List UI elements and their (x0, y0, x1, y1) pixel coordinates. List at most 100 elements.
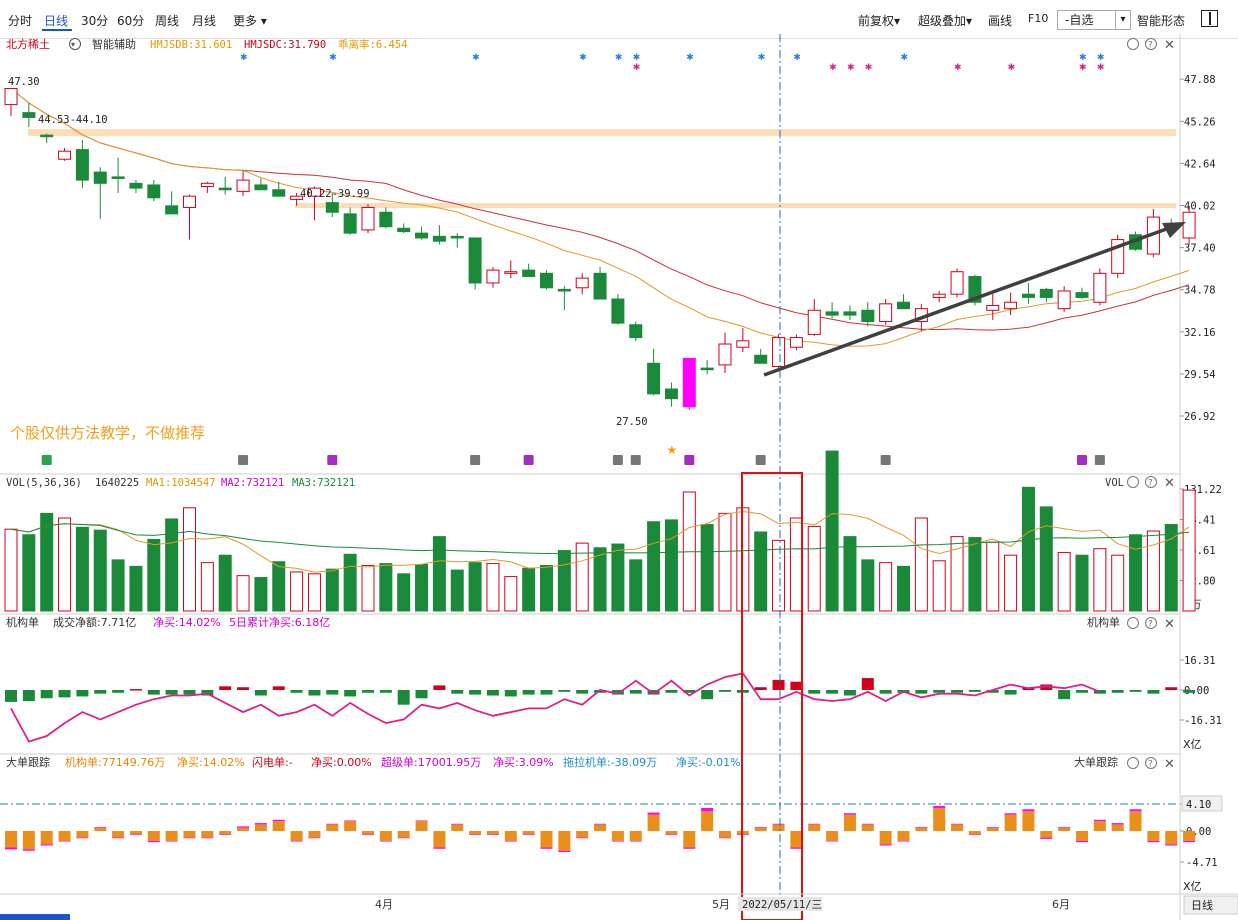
event-icon[interactable] (1077, 455, 1087, 465)
big-order-bar (611, 831, 624, 842)
inst-net-bar (201, 690, 214, 696)
inst-buy: 净买:14.02% (153, 615, 221, 629)
volume-bar (986, 541, 1000, 612)
qianfuquan-dropdown[interactable]: 前复权▾ (858, 12, 900, 29)
event-icon[interactable] (630, 455, 641, 465)
event-icon[interactable] (880, 455, 891, 465)
volume-bar (522, 567, 536, 612)
event-icon[interactable] (612, 455, 623, 465)
volume-bar (897, 565, 910, 612)
big-order-bar (683, 831, 696, 849)
event-icon[interactable] (238, 455, 249, 465)
volume-bar (950, 536, 964, 612)
settings-icon[interactable] (1127, 476, 1139, 488)
active-tab-underline (42, 29, 72, 31)
watchlist-select[interactable]: -自选 ▾ (1057, 10, 1131, 30)
big-title: 大单跟踪 (6, 755, 50, 769)
volume-bar (647, 521, 661, 612)
big-order-bar (362, 831, 374, 835)
overlay-label: 超级叠加 (918, 14, 967, 28)
help-icon[interactable] (1145, 617, 1157, 629)
settings-icon[interactable] (1127, 617, 1139, 629)
big-order-bar (558, 831, 571, 853)
overlay-dropdown[interactable]: 超级叠加▾ (918, 12, 972, 29)
big-order-bar (415, 820, 428, 831)
tab-rixian[interactable]: 日线 (44, 14, 69, 28)
big-order-bar (790, 831, 803, 849)
event-icon[interactable] (470, 455, 481, 465)
event-icon[interactable] (327, 455, 338, 465)
smart-pattern-button[interactable]: 智能形态 (1137, 14, 1186, 28)
big-order-bar (165, 831, 178, 842)
volume-bar (432, 536, 446, 612)
inst-net-bar (469, 690, 482, 695)
vol-ma2: MA2:732121 (221, 477, 284, 489)
more-menu[interactable]: 更多 ▾ (233, 12, 267, 29)
inst-net-bar (594, 690, 607, 693)
inst-panel-controls: ? ✕ (1127, 617, 1175, 632)
layout-toggle-icon[interactable] (1201, 10, 1218, 27)
close-icon[interactable]: ✕ (1164, 476, 1175, 491)
big-order-bar (112, 831, 125, 839)
inst-net-bar (701, 690, 714, 700)
big-panel-controls: ? ✕ (1127, 757, 1175, 772)
help-icon[interactable] (1145, 757, 1157, 769)
smart-assist-label[interactable]: 智能辅助 (92, 37, 136, 51)
f10-button[interactable]: F10 (1028, 12, 1049, 25)
volume-bar (129, 565, 143, 612)
close-icon[interactable]: ✕ (1164, 757, 1175, 772)
candle (307, 186, 321, 221)
candle (897, 294, 910, 310)
big-order-bar (237, 826, 250, 831)
candle (986, 294, 1000, 320)
tab-60min[interactable]: 60分 (117, 14, 145, 28)
inst-net-bar (683, 690, 696, 693)
inst-net-bar (504, 690, 517, 697)
divergence-value: 乖离率:6.454 (338, 38, 407, 51)
volume-bar (611, 543, 625, 612)
magenta-star-marker: ✱ (1097, 63, 1105, 73)
volume-bar (22, 534, 36, 612)
candle (1182, 205, 1196, 245)
inst-net-bar (219, 686, 232, 690)
close-icon[interactable]: ✕ (1164, 38, 1175, 53)
draw-line-button[interactable]: 画线 (988, 14, 1013, 28)
chevron-down-icon: ▾ (71, 40, 75, 49)
signal-markers: ✱ ✱ ✱ ✱ ✱ ✱ ✱ ✱ ✱ ✱ ✱ ✱✱ ✱ ✱ ✱ ✱ ✱ ✱ ✱ (240, 53, 1104, 73)
tab-monthly[interactable]: 月线 (192, 14, 217, 28)
event-icon[interactable] (684, 455, 695, 465)
big-order-bar (469, 831, 482, 835)
hmjsdb-value: HMJSDB:31.601 (150, 39, 232, 51)
tab-30min[interactable]: 30分 (81, 14, 109, 28)
event-icon[interactable] (1094, 455, 1105, 465)
big-order-bar (1129, 809, 1142, 831)
volume-bar (200, 562, 214, 612)
inst-net-bar (986, 690, 999, 693)
big-order-bar (1004, 813, 1017, 831)
period-box[interactable] (1183, 895, 1238, 915)
candle (843, 305, 857, 320)
big-order-bar (1147, 831, 1160, 843)
magenta-star-marker: ✱ (865, 63, 873, 73)
blue-star-marker: ✱ (1079, 53, 1087, 63)
settings-icon[interactable] (1127, 38, 1139, 50)
big-order-bar (594, 823, 607, 831)
dropdown-circle-icon[interactable] (69, 38, 81, 50)
tab-fenshi[interactable]: 分时 (8, 14, 33, 28)
blue-star-marker: ✱ (758, 53, 766, 63)
kline-chart-canvas[interactable]: 北方稀土 ▾ 智能辅助 HMJSDB:31.601 HMJSDC:31.790 … (0, 34, 1238, 920)
stock-name[interactable]: 北方稀土 (6, 37, 50, 51)
event-icon[interactable] (41, 455, 52, 465)
blue-star-marker: ✱ (329, 53, 337, 63)
magenta-star-marker: ✱ (829, 63, 837, 73)
event-icon[interactable] (755, 455, 766, 465)
bottom-status-bar (0, 914, 70, 920)
big-jgd-buy: 净买:14.02% (177, 755, 245, 769)
close-icon[interactable]: ✕ (1164, 617, 1175, 632)
settings-icon[interactable] (1127, 757, 1139, 769)
help-icon[interactable] (1145, 38, 1157, 50)
help-icon[interactable] (1145, 476, 1157, 488)
event-icon[interactable] (523, 455, 534, 465)
big-order-bar (486, 831, 499, 835)
tab-weekly[interactable]: 周线 (155, 14, 180, 28)
